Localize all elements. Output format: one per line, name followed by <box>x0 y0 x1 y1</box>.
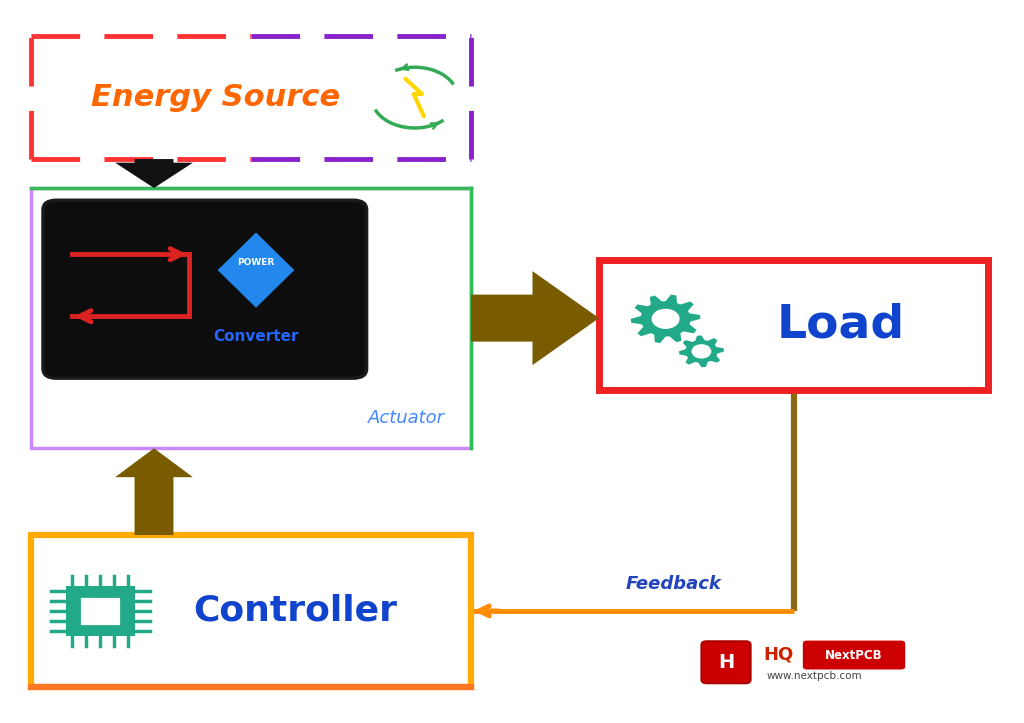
Bar <box>31 535 471 687</box>
Text: H: H <box>718 653 734 672</box>
Text: NextPCB: NextPCB <box>825 649 883 662</box>
FancyBboxPatch shape <box>803 641 905 669</box>
FancyBboxPatch shape <box>701 641 751 683</box>
Polygon shape <box>218 233 294 308</box>
Bar <box>31 188 471 448</box>
Text: Controller: Controller <box>193 594 397 628</box>
Text: POWER: POWER <box>238 258 274 268</box>
Circle shape <box>652 309 679 328</box>
Text: Load: Load <box>776 303 904 348</box>
Polygon shape <box>679 335 724 367</box>
Polygon shape <box>115 448 193 535</box>
Text: Feedback: Feedback <box>626 575 721 593</box>
Text: www.nextpcb.com: www.nextpcb.com <box>766 671 862 681</box>
Polygon shape <box>631 294 700 343</box>
FancyBboxPatch shape <box>43 200 367 378</box>
Polygon shape <box>471 271 599 365</box>
Bar <box>80 596 121 625</box>
Text: Converter: Converter <box>213 330 299 344</box>
Text: Energy Source: Energy Source <box>91 83 340 112</box>
Polygon shape <box>115 159 193 188</box>
Text: HQ: HQ <box>763 646 794 663</box>
Text: Actuator: Actuator <box>369 408 445 427</box>
Bar <box>66 586 135 636</box>
Circle shape <box>692 345 711 358</box>
Bar <box>599 260 988 390</box>
